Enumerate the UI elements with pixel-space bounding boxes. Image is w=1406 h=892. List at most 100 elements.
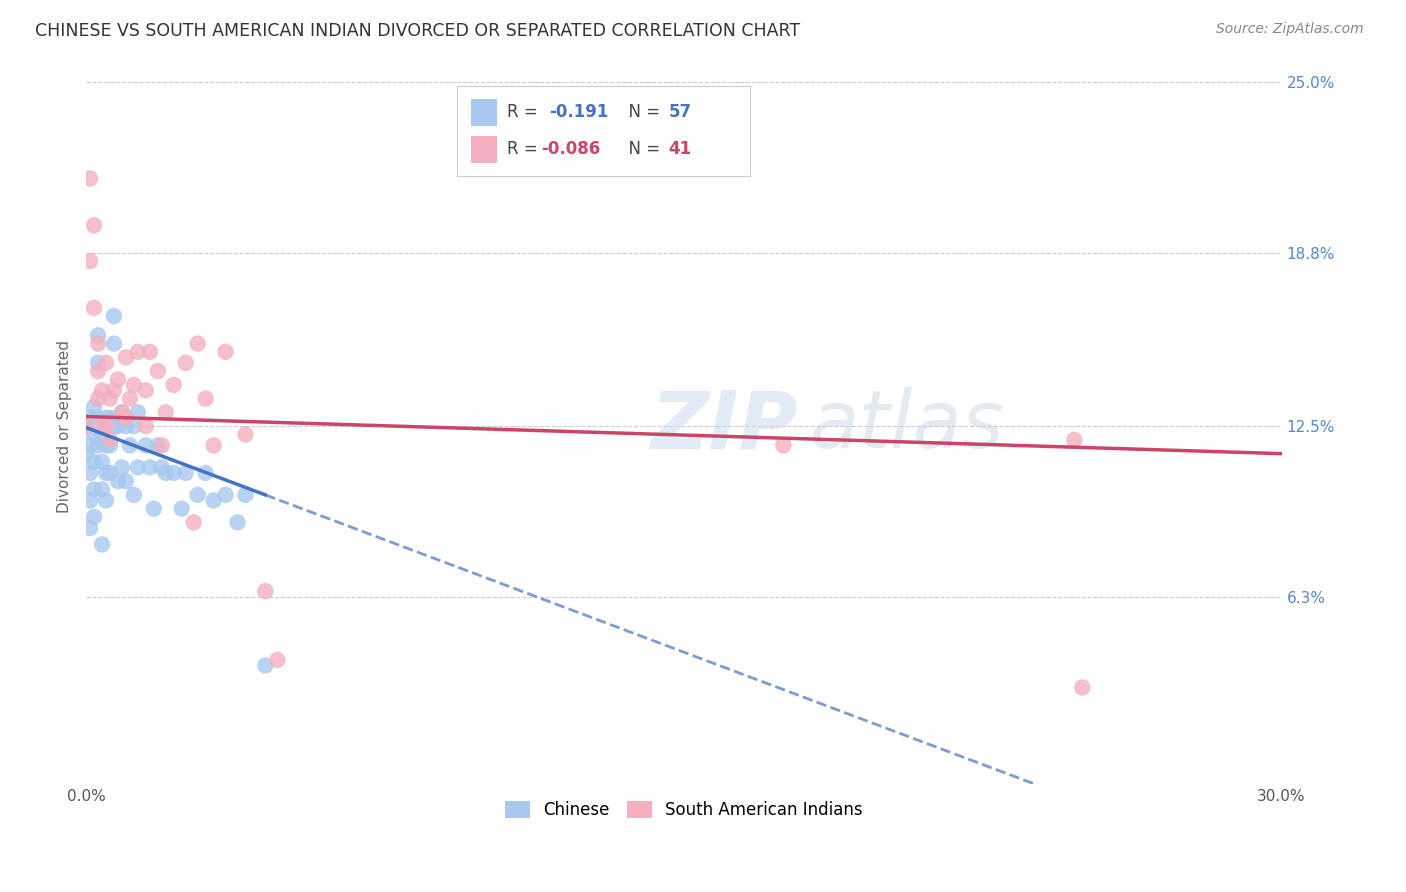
Point [94,493,117,508]
Text: Source: ZipAtlas.com: Source: ZipAtlas.com [1216,22,1364,37]
Point [1063,433,1085,447]
Point [254,658,277,673]
Point [94,410,117,425]
Point [122,377,145,392]
Y-axis label: Divorced or Separated: Divorced or Separated [58,340,72,513]
Point [79,521,101,535]
Point [103,384,125,398]
Point [266,653,288,667]
Point [79,438,101,452]
Point [83,219,105,233]
Point [87,392,110,406]
Point [139,460,162,475]
Point [83,400,105,414]
Point [79,466,101,480]
Point [87,336,110,351]
Text: N =: N = [619,140,665,159]
Point [75,419,97,434]
FancyBboxPatch shape [471,136,498,163]
Point [98,466,121,480]
Point [79,254,101,268]
Point [91,419,114,434]
Text: CHINESE VS SOUTH AMERICAN INDIAN DIVORCED OR SEPARATED CORRELATION CHART: CHINESE VS SOUTH AMERICAN INDIAN DIVORCE… [35,22,800,40]
Point [103,309,125,323]
FancyBboxPatch shape [457,87,749,176]
Point [202,438,225,452]
Point [83,509,105,524]
Point [107,372,129,386]
Point [127,344,149,359]
Point [79,493,101,508]
Point [87,328,110,343]
Point [150,438,173,452]
Point [135,438,157,452]
Point [214,344,236,359]
Point [135,384,157,398]
Point [127,405,149,419]
Point [202,493,225,508]
Point [174,466,197,480]
Point [187,336,209,351]
Point [150,460,173,475]
Point [79,410,101,425]
Point [115,419,138,434]
Point [111,405,134,419]
Text: N =: N = [619,103,665,121]
Point [254,584,277,599]
Point [235,427,257,442]
Point [107,419,129,434]
Point [187,488,209,502]
Point [226,516,249,530]
Point [94,438,117,452]
Point [87,438,110,452]
Point [75,419,97,434]
Point [115,410,138,425]
Point [98,433,121,447]
Point [98,410,121,425]
Point [103,419,125,434]
Point [115,474,138,488]
Point [118,392,141,406]
Point [142,501,165,516]
Point [91,427,114,442]
Point [91,483,114,497]
Point [170,501,193,516]
Point [772,438,794,452]
Text: atlas: atlas [810,387,1004,465]
Point [111,405,134,419]
Point [91,455,114,469]
Point [235,488,257,502]
Text: 41: 41 [668,140,692,159]
Point [146,438,169,452]
Point [183,516,205,530]
Point [103,336,125,351]
Point [98,392,121,406]
Text: -0.191: -0.191 [548,103,607,121]
FancyBboxPatch shape [471,98,498,126]
Point [122,488,145,502]
Point [139,344,162,359]
Point [194,392,217,406]
Point [146,364,169,378]
Point [98,438,121,452]
Point [83,455,105,469]
Point [83,301,105,315]
Point [163,466,186,480]
Text: R =: R = [508,103,548,121]
Point [79,171,101,186]
Point [115,351,138,365]
Point [155,405,177,419]
Point [111,460,134,475]
Point [94,356,117,370]
Point [174,356,197,370]
Point [91,384,114,398]
Point [75,447,97,461]
Text: ZIP: ZIP [650,387,797,465]
Point [135,419,157,434]
Legend: Chinese, South American Indians: Chinese, South American Indians [499,794,869,825]
Point [87,364,110,378]
Point [163,377,186,392]
Point [194,466,217,480]
Point [127,460,149,475]
Point [155,466,177,480]
